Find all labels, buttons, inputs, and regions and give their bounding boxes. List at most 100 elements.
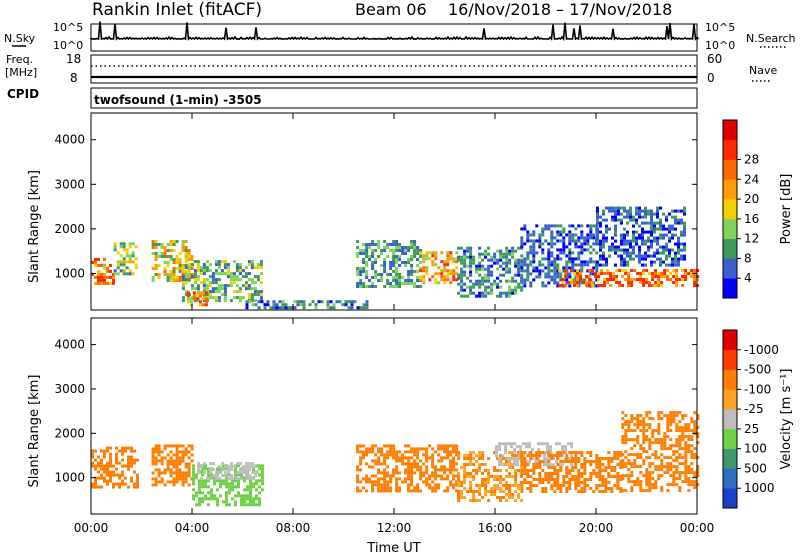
echo-cell: [410, 246, 414, 249]
echo-cell: [624, 474, 628, 478]
echo-cell: [511, 466, 515, 469]
echo-cell: [469, 279, 473, 283]
echo-cell: [523, 472, 527, 475]
echo-cell: [395, 246, 399, 249]
echo-cell: [386, 483, 390, 487]
echo-cell: [259, 290, 263, 294]
echo-cell: [541, 230, 545, 234]
echo-cell: [243, 476, 246, 480]
echo-cell: [615, 281, 619, 284]
echo-cell: [109, 470, 112, 474]
echo-cell: [626, 209, 629, 213]
echo-cell: [669, 462, 673, 466]
echo-cell: [169, 258, 173, 261]
echo-cell: [253, 293, 257, 297]
echo-cell: [154, 264, 158, 267]
echo-cell: [190, 453, 194, 457]
echo-cell: [595, 484, 599, 487]
echo-region: [197, 462, 258, 481]
echo-cell: [617, 209, 620, 213]
echo-cell: [586, 269, 590, 273]
echo-cell: [523, 451, 527, 454]
echo-cell: [605, 260, 608, 264]
echo-cell: [543, 460, 546, 464]
echo-cell: [181, 450, 185, 454]
echo-cell: [636, 465, 640, 469]
echo-cell: [553, 272, 557, 276]
echo-cell: [639, 471, 643, 475]
echo-cell: [595, 454, 599, 457]
echo-cell: [645, 450, 649, 454]
echo-cell: [635, 212, 638, 216]
echo-cell: [175, 471, 179, 475]
echo-cell: [134, 257, 138, 261]
echo-cell: [611, 215, 614, 219]
echo-cell: [407, 456, 411, 460]
echo-cell: [657, 272, 661, 275]
echo-cell: [508, 475, 512, 478]
echo-cell: [577, 475, 581, 478]
echo-cell: [217, 296, 221, 300]
echo-cell: [362, 270, 366, 273]
echo-cell: [389, 273, 393, 276]
echo-cell: [204, 485, 207, 489]
echo-cell: [184, 275, 188, 279]
echo-cell: [609, 284, 613, 287]
echo-cell: [678, 444, 682, 448]
echo-cell: [564, 272, 568, 275]
echo-cell: [383, 462, 387, 466]
echo-cell: [100, 473, 103, 477]
echo-cell: [666, 269, 670, 272]
echo-cell: [216, 500, 219, 504]
echo-cell: [647, 248, 650, 252]
echo-cell: [440, 269, 444, 273]
echo-cell: [558, 442, 561, 446]
echo-cell: [446, 272, 450, 276]
echo-cell: [113, 248, 117, 252]
echo-cell: [663, 414, 667, 418]
echo-cell: [645, 456, 649, 460]
echo-cell: [571, 266, 575, 270]
echo-cell: [460, 267, 464, 271]
echo-cell: [475, 499, 479, 502]
echo-cell: [674, 254, 677, 258]
echo-cell: [166, 462, 170, 466]
echo-cell: [592, 260, 596, 264]
echo-cell: [598, 457, 602, 460]
echo-cell: [650, 230, 653, 234]
echo-cell: [580, 487, 584, 490]
colorbar-segment: [723, 139, 737, 160]
echo-cell: [389, 444, 393, 448]
echo-cell: [392, 252, 396, 255]
echo-cell: [547, 227, 551, 231]
echo-cell: [595, 472, 599, 475]
echo-cell: [641, 236, 644, 240]
echo-cell: [605, 224, 608, 228]
echo-cell: [644, 206, 647, 210]
echo-cell: [529, 248, 533, 252]
echo-cell: [425, 453, 429, 457]
echo-cell: [115, 473, 118, 477]
echo-cell: [163, 261, 167, 264]
echo-cell: [463, 252, 467, 256]
echo-cell: [472, 282, 476, 286]
echo-cell: [684, 414, 688, 418]
echo-cell: [690, 456, 694, 460]
echo-cell: [248, 462, 252, 466]
echo-cell: [665, 218, 668, 222]
echo-cell: [514, 279, 518, 283]
echo-cell: [440, 468, 444, 472]
echo-cell: [508, 291, 512, 295]
echo-cell: [505, 457, 509, 460]
echo-cell: [449, 465, 453, 469]
echo-cell: [648, 456, 652, 460]
echo-cell: [231, 497, 234, 501]
colorbar-frame: [722, 119, 738, 299]
echo-cell: [463, 270, 467, 274]
echo-cell: [660, 417, 664, 421]
echo-cell: [561, 454, 564, 458]
echo-cell: [416, 483, 420, 487]
echo-cell: [657, 429, 661, 433]
echo-cell: [229, 299, 233, 303]
echo-cell: [166, 264, 170, 267]
